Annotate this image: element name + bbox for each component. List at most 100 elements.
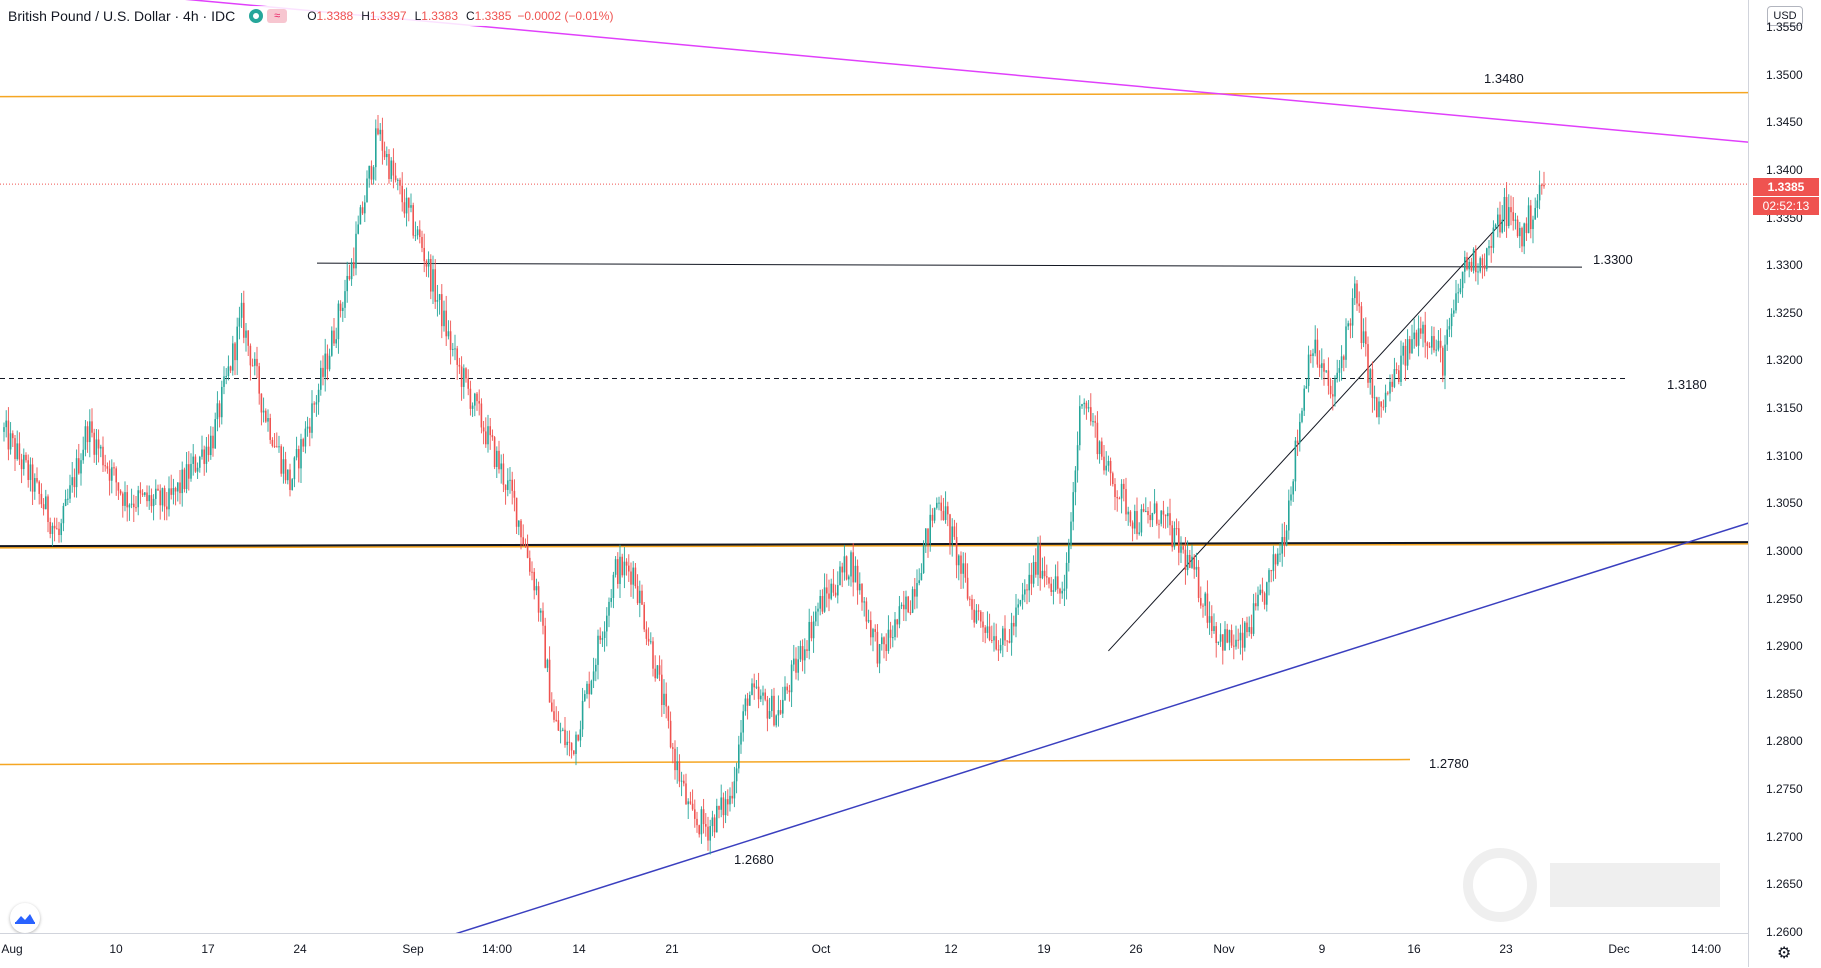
candle bbox=[1351, 288, 1354, 338]
candle-body bbox=[115, 468, 117, 483]
candle bbox=[1312, 348, 1314, 368]
candle bbox=[1037, 536, 1039, 587]
candle bbox=[669, 711, 672, 749]
candle bbox=[1514, 212, 1517, 230]
candle bbox=[898, 595, 901, 629]
candle bbox=[1138, 522, 1140, 536]
candle bbox=[687, 798, 689, 820]
candle bbox=[361, 201, 364, 216]
candle bbox=[755, 680, 758, 690]
candle bbox=[249, 343, 252, 381]
candle bbox=[960, 551, 962, 589]
candle-body bbox=[1186, 554, 1189, 571]
candle bbox=[702, 798, 705, 834]
candle-body bbox=[1455, 293, 1457, 311]
candle-body bbox=[876, 631, 879, 664]
candle-body bbox=[313, 403, 315, 405]
candle-body bbox=[1389, 381, 1391, 394]
candle bbox=[240, 292, 243, 328]
candle bbox=[1492, 220, 1495, 254]
candle bbox=[434, 259, 436, 309]
candle bbox=[1296, 429, 1299, 456]
level-line-1-3000 bbox=[0, 541, 1748, 548]
candle-body bbox=[676, 761, 678, 771]
candle-body bbox=[276, 446, 278, 448]
candle-body bbox=[337, 303, 340, 340]
symbol-title[interactable]: British Pound / U.S. Dollar · 4h · IDC bbox=[8, 8, 236, 24]
candle bbox=[654, 655, 656, 682]
candle-body bbox=[614, 559, 617, 575]
candle-body bbox=[1255, 603, 1257, 607]
candle-body bbox=[993, 636, 995, 641]
price-axis[interactable]: USD 1.3550 1.3500 1.3450 1.3400 1.3350 1.3300… bbox=[1748, 0, 1821, 967]
candle bbox=[1283, 522, 1286, 557]
candle-body bbox=[1446, 329, 1448, 345]
candle-body bbox=[480, 403, 483, 428]
candle-body bbox=[1015, 607, 1017, 627]
candle bbox=[1026, 584, 1028, 605]
candle-body bbox=[146, 492, 148, 502]
candle-body bbox=[654, 668, 656, 679]
candle bbox=[537, 581, 540, 622]
chart-area[interactable]: British Pound / U.S. Dollar · 4h · IDC ≈… bbox=[0, 0, 1748, 933]
candle bbox=[397, 178, 399, 191]
candle bbox=[1274, 553, 1277, 579]
price-tick-label: 1.3300 bbox=[1766, 258, 1803, 273]
candle bbox=[927, 528, 929, 558]
candle bbox=[674, 740, 676, 780]
candle-body bbox=[575, 734, 577, 754]
candle-body bbox=[405, 197, 408, 214]
candle-body bbox=[964, 563, 967, 578]
candle-body bbox=[634, 567, 637, 587]
candle bbox=[729, 787, 731, 812]
time-tick-label: 14:00 bbox=[481, 942, 513, 956]
candle bbox=[999, 638, 1002, 654]
candle-body bbox=[1114, 484, 1116, 497]
candle-body bbox=[621, 556, 623, 576]
candle-body bbox=[1444, 344, 1446, 376]
candle-body bbox=[881, 637, 883, 645]
candle-body bbox=[1325, 370, 1327, 372]
candle-body bbox=[221, 386, 223, 418]
candle-body bbox=[214, 419, 216, 449]
price-tick-label: 1.3150 bbox=[1766, 401, 1803, 416]
candlestick-series bbox=[3, 115, 1545, 855]
candle-body bbox=[696, 818, 698, 826]
candle bbox=[854, 556, 857, 583]
candle-body bbox=[1070, 521, 1072, 546]
candle bbox=[1378, 396, 1380, 425]
candle bbox=[166, 492, 168, 521]
candle bbox=[984, 625, 986, 644]
candle-body bbox=[460, 366, 463, 387]
approx-icon[interactable]: ≈ bbox=[267, 9, 288, 23]
candle bbox=[995, 623, 997, 651]
candle-body bbox=[782, 699, 784, 714]
candle-body bbox=[97, 439, 100, 449]
candle-body bbox=[584, 694, 586, 701]
candle bbox=[667, 705, 670, 729]
candle bbox=[337, 300, 340, 354]
candle bbox=[1288, 489, 1290, 540]
candle bbox=[282, 446, 285, 484]
candle bbox=[1411, 324, 1413, 354]
candle-body bbox=[414, 235, 417, 237]
candle bbox=[1079, 395, 1081, 451]
candle-body bbox=[1382, 406, 1385, 408]
candle-body bbox=[1411, 339, 1413, 354]
tradingview-logo-icon[interactable] bbox=[10, 903, 40, 933]
candle-body bbox=[1479, 258, 1481, 272]
candle bbox=[636, 574, 639, 606]
candle-body bbox=[804, 649, 806, 661]
candle-body bbox=[885, 644, 887, 652]
candle bbox=[872, 627, 874, 652]
gear-icon[interactable]: ⚙ bbox=[1777, 945, 1792, 962]
candle bbox=[964, 552, 967, 583]
time-axis[interactable]: Aug 10 17 24 Sep 14:00 14 21 Oct 12 19 26 Nov 9 16 23 De… bbox=[0, 933, 1748, 968]
candle bbox=[1046, 564, 1048, 585]
currency-badge[interactable]: USD bbox=[1767, 6, 1803, 26]
candle bbox=[199, 455, 201, 473]
price-chart[interactable] bbox=[0, 0, 1748, 933]
candle-body bbox=[232, 343, 234, 371]
candle bbox=[1129, 510, 1132, 527]
candle bbox=[146, 485, 148, 507]
